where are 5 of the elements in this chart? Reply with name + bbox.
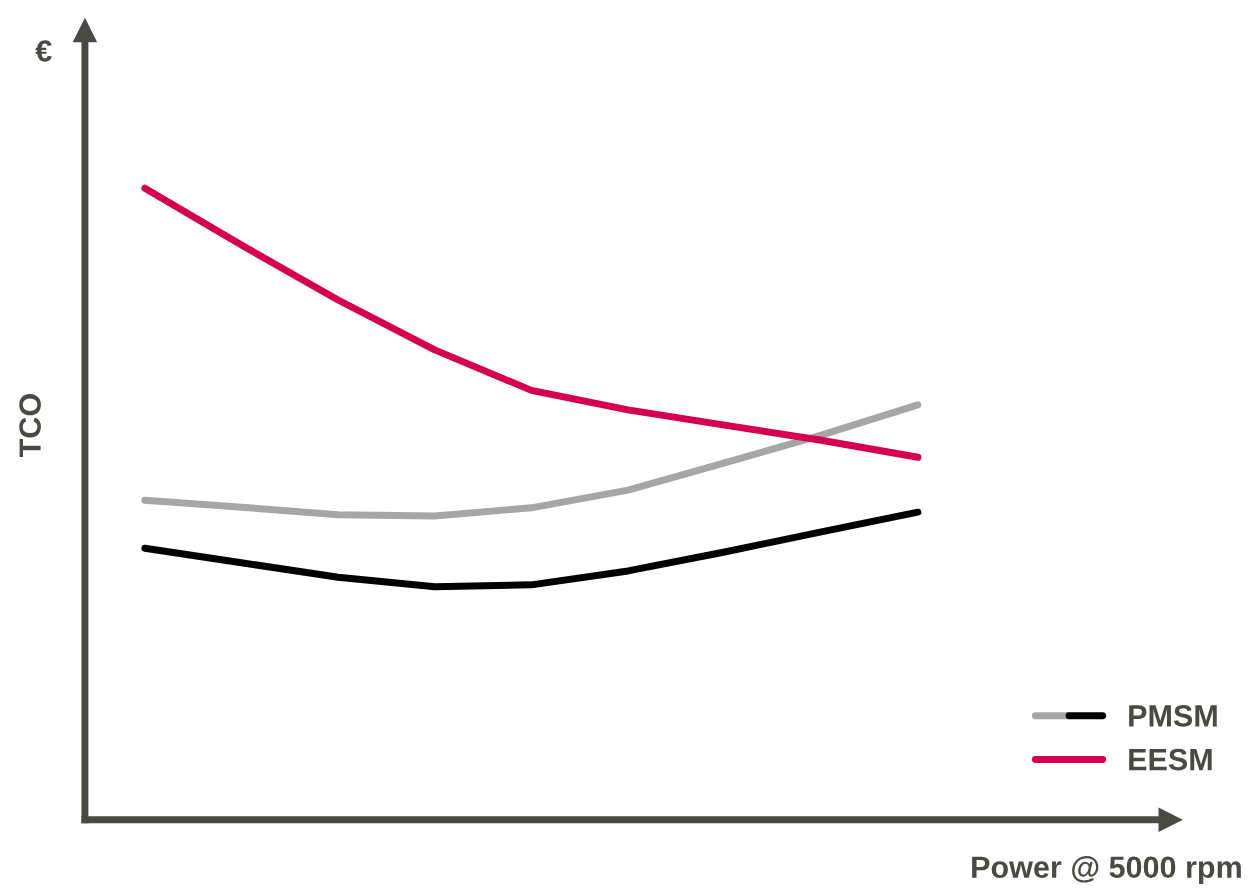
x-axis-title: Power @ 5000 rpm (972, 856, 1241, 885)
legend-label: EESM (1129, 748, 1212, 771)
legend-label: PMSM (1129, 705, 1217, 727)
text: € (35, 40, 52, 62)
y-axis-title: TCO (19, 394, 41, 457)
